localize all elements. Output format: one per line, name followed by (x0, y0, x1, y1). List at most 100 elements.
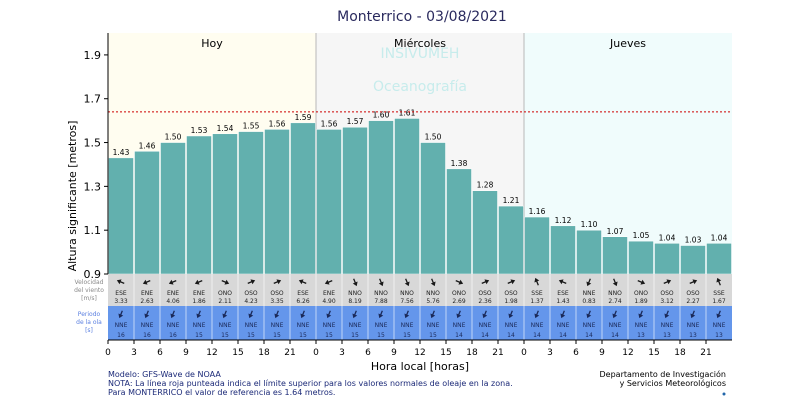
wind-speed: 4.90 (322, 298, 336, 305)
wind-arrow-icon (378, 278, 384, 287)
wind-direction: OSO (478, 290, 492, 297)
wind-arrow-icon (558, 279, 567, 285)
arrow-head (142, 279, 148, 285)
wind-direction: ONO (452, 290, 466, 297)
wave-direction: NNE (583, 322, 596, 329)
x-tick-label: 18 (258, 348, 270, 358)
wind-direction: SSE (531, 290, 543, 297)
bar (706, 243, 732, 275)
footer-dot (722, 392, 726, 396)
bar (420, 142, 446, 275)
arrow-head (690, 313, 696, 319)
wind-arrow-icon (221, 279, 230, 285)
arrow-head (612, 281, 618, 287)
y-tick-label: 1.7 (84, 93, 102, 106)
bar (628, 240, 654, 275)
wave-arrow-icon (612, 310, 618, 319)
day-label-3: Jueves (609, 37, 646, 50)
wind-arrow-icon (324, 279, 333, 285)
x-tick-label: 3 (547, 348, 553, 358)
arrow-head (716, 277, 722, 283)
footer-dept-line-2: y Servicios Meteorológicos (620, 378, 726, 388)
bar (524, 216, 550, 275)
arrow-head (274, 313, 280, 319)
watermark: INSIVUMEH Oceanografía (373, 46, 467, 95)
wave-direction: NNE (141, 322, 154, 329)
x-tick-label: 15 (232, 348, 243, 358)
wave-arrow-icon (118, 310, 124, 319)
wind-arrow-icon (663, 279, 672, 285)
y-tick-label: 1.9 (84, 49, 102, 62)
wind-speed: 2.27 (686, 298, 700, 305)
wind-label-line-2: del viento (74, 287, 104, 294)
wave-direction: NNE (713, 322, 726, 329)
wind-speed: 7.88 (374, 298, 388, 305)
wind-arrow-icon (194, 279, 203, 285)
wind-speed: 7.56 (400, 298, 414, 305)
bar (186, 135, 212, 275)
bar-value-label: 1.53 (191, 126, 208, 135)
arrow-head (222, 313, 228, 319)
wind-direction: SSE (713, 290, 725, 297)
wave-arrow-icon (430, 310, 436, 319)
bar (654, 243, 680, 275)
wave-arrow-icon (248, 310, 254, 319)
bar (368, 120, 394, 275)
bar (108, 157, 134, 275)
arrow-head (196, 313, 202, 319)
wave-arrow-icon (482, 310, 488, 319)
wind-speed: 1.37 (530, 298, 544, 305)
bar (602, 236, 628, 275)
x-tick-label: 0 (105, 348, 111, 358)
wave-period: 15 (221, 332, 229, 339)
wave-period: 13 (637, 332, 645, 339)
chart-title: Monterrico - 03/08/2021 (337, 9, 507, 25)
arrow-head (430, 313, 436, 319)
wave-period: 13 (689, 332, 697, 339)
wind-arrow-icon (716, 277, 722, 286)
wave-period: 15 (299, 332, 307, 339)
wind-direction: OSO (660, 290, 674, 297)
wind-arrow-icon (689, 279, 698, 285)
arrow-head (430, 281, 436, 287)
wave-direction: NNE (245, 322, 258, 329)
y-tick-label: 0.9 (84, 268, 102, 281)
arrow-head (250, 279, 256, 285)
wave-arrow-icon (508, 310, 514, 319)
wind-arrow-icon (455, 279, 464, 285)
arrow-head (352, 281, 358, 287)
wind-speed: 6.26 (296, 298, 310, 305)
wind-direction: ENE (167, 290, 179, 297)
wind-speed: 3.35 (270, 298, 284, 305)
wind-label-line-3: [m/s] (81, 295, 97, 302)
arrow-head (482, 313, 488, 319)
bar-value-label: 1.38 (451, 159, 468, 168)
x-tick-label: 15 (440, 348, 451, 358)
bar-labels-layer: 1.43 1.46 1.50 1.53 1.54 1.55 1.56 1.59 1.56 1.57… (113, 108, 728, 244)
wind-direction: ONO (634, 290, 648, 297)
arrow-head (666, 279, 672, 285)
arrow-head (716, 313, 722, 319)
x-tick-label: 6 (365, 348, 371, 358)
wave-direction: NNE (505, 322, 518, 329)
wave-period: 14 (481, 332, 489, 339)
arrow-head (300, 313, 306, 319)
wind-direction: OSO (686, 290, 700, 297)
y-axis-title: Altura significante [metros] (66, 121, 79, 272)
wind-direction: NNO (374, 290, 388, 297)
wave-period: 13 (663, 332, 671, 339)
bar (316, 129, 342, 275)
wind-speed: 1.67 (712, 298, 726, 305)
wave-period: 15 (247, 332, 255, 339)
wind-speed: 2.63 (140, 298, 154, 305)
wind-arrow-icon (168, 279, 177, 285)
arrow-head (508, 313, 514, 319)
wind-direction: NNO (400, 290, 414, 297)
arrow-head (352, 313, 358, 319)
wave-arrow-icon (378, 310, 384, 319)
wind-direction: ENE (323, 290, 335, 297)
arrow-head (586, 281, 592, 287)
bar (134, 151, 160, 275)
wave-arrow-icon (534, 310, 540, 319)
wave-direction: NNE (661, 322, 674, 329)
